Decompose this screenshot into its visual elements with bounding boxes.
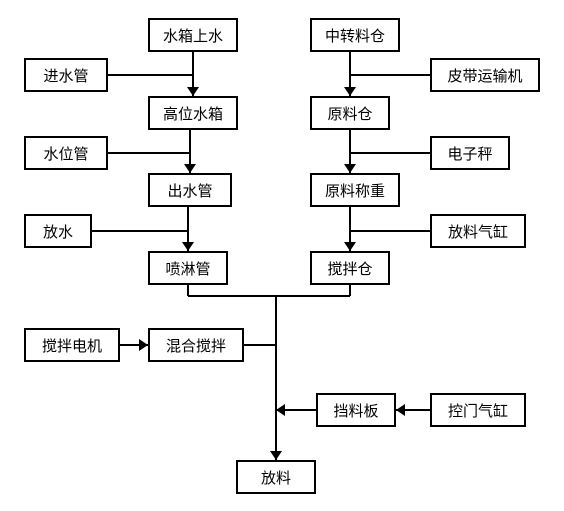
flowchart-node-n2: 中转料仓 xyxy=(310,18,400,52)
flowchart-node-n19: 放料 xyxy=(236,460,316,494)
flowchart-node-n17: 挡料板 xyxy=(316,393,396,427)
flowchart-node-n12: 放料气缸 xyxy=(430,214,526,248)
flowchart-node-n10: 原料称重 xyxy=(310,173,400,207)
flowchart-node-n4: 皮带运输机 xyxy=(430,58,540,92)
flowchart-node-n1: 水箱上水 xyxy=(148,18,238,52)
flowchart-node-n16: 混合搅拌 xyxy=(148,328,244,362)
flowchart-node-n15: 搅拌电机 xyxy=(24,328,120,362)
flowchart-node-n9: 出水管 xyxy=(148,173,232,207)
flowchart-node-n13: 喷淋管 xyxy=(148,251,228,285)
flowchart-node-n11: 放水 xyxy=(24,214,92,248)
flowchart-node-n14: 搅拌仓 xyxy=(310,251,390,285)
flowchart-node-n3: 进水管 xyxy=(24,58,108,92)
flowchart-node-n6: 原料仓 xyxy=(310,96,390,130)
flowchart-node-n8: 电子秤 xyxy=(430,136,510,170)
flowchart-node-n18: 控门气缸 xyxy=(430,393,526,427)
flowchart-node-n7: 水位管 xyxy=(24,136,108,170)
flowchart-node-n5: 高位水箱 xyxy=(148,96,238,130)
